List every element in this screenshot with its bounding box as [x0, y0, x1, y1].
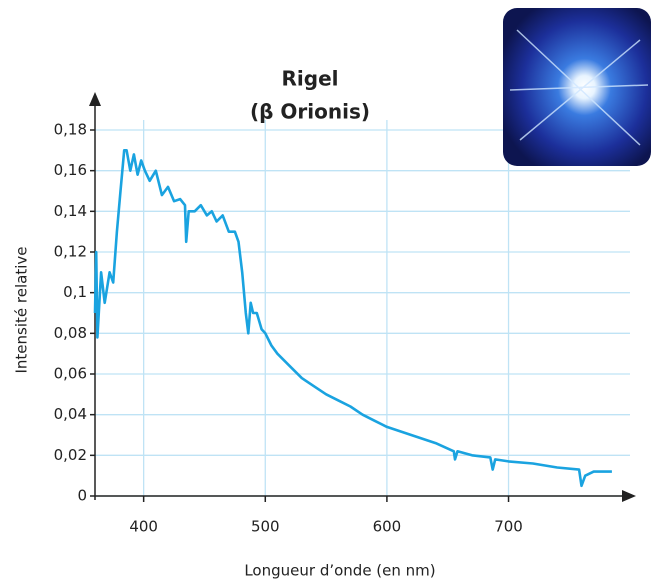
y-tick-label: 0,14	[54, 202, 87, 220]
y-axis-title: Intensité relative	[13, 247, 31, 374]
y-tick-label: 0,1	[63, 283, 87, 301]
star-rays	[509, 29, 649, 146]
y-tick-label: 0,18	[54, 121, 87, 139]
chart-title: Rigel	[282, 67, 339, 91]
y-tick-label: 0,06	[54, 365, 87, 383]
x-tick-label: 500	[251, 518, 280, 536]
x-tick-label: 700	[494, 518, 523, 536]
y-tick-label: 0,02	[54, 446, 87, 464]
x-tick-label: 600	[373, 518, 402, 536]
y-tick-label: 0,04	[54, 405, 87, 423]
y-tick-label: 0,08	[54, 324, 87, 342]
x-tick-label: 400	[129, 518, 158, 536]
y-tick-label: 0,16	[54, 161, 87, 179]
y-axis-arrow	[89, 92, 101, 106]
spectrum-line	[93, 149, 612, 488]
chart-subtitle: (β Orionis)	[250, 100, 370, 124]
x-axis-title: Longueur d’onde (en nm)	[244, 562, 435, 580]
x-axis-arrow	[622, 490, 636, 502]
y-tick-label: 0,12	[54, 243, 87, 261]
y-tick-label: 0	[77, 487, 87, 505]
